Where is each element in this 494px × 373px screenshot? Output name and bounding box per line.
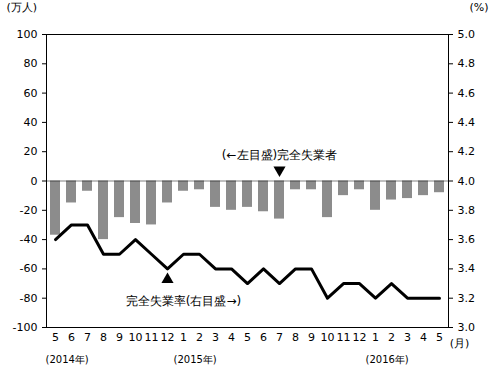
svg-text:完全失業率(右目盛→): 完全失業率(右目盛→) bbox=[126, 294, 241, 308]
svg-text:4: 4 bbox=[228, 331, 235, 344]
svg-text:(月): (月) bbox=[450, 337, 470, 350]
svg-text:3.4: 3.4 bbox=[458, 262, 476, 275]
svg-text:5: 5 bbox=[244, 331, 251, 344]
svg-text:5: 5 bbox=[436, 331, 443, 344]
svg-text:10: 10 bbox=[321, 331, 335, 344]
svg-text:6: 6 bbox=[68, 331, 75, 344]
svg-text:-40: -40 bbox=[20, 233, 38, 246]
svg-text:10: 10 bbox=[129, 331, 143, 344]
svg-text:12: 12 bbox=[353, 331, 367, 344]
svg-text:(万人): (万人) bbox=[7, 1, 38, 14]
svg-text:4.8: 4.8 bbox=[458, 57, 476, 70]
svg-text:12: 12 bbox=[161, 331, 175, 344]
svg-text:(2015年): (2015年) bbox=[174, 354, 217, 365]
svg-text:60: 60 bbox=[24, 87, 38, 100]
svg-text:11: 11 bbox=[145, 331, 159, 344]
svg-text:(←左目盛)完全失業者: (←左目盛)完全失業者 bbox=[222, 148, 337, 162]
svg-text:2: 2 bbox=[388, 331, 395, 344]
svg-text:0: 0 bbox=[31, 175, 38, 188]
svg-text:5: 5 bbox=[52, 331, 59, 344]
svg-text:80: 80 bbox=[24, 57, 38, 70]
svg-text:3.6: 3.6 bbox=[458, 233, 476, 246]
svg-text:5.0: 5.0 bbox=[458, 28, 476, 41]
svg-text:100: 100 bbox=[17, 28, 38, 41]
svg-text:7: 7 bbox=[276, 331, 283, 344]
svg-text:1: 1 bbox=[180, 331, 187, 344]
svg-text:4.2: 4.2 bbox=[458, 145, 476, 158]
svg-text:9: 9 bbox=[116, 331, 123, 344]
svg-text:4.6: 4.6 bbox=[458, 87, 476, 100]
svg-text:-80: -80 bbox=[20, 292, 38, 305]
svg-text:1: 1 bbox=[372, 331, 379, 344]
svg-text:9: 9 bbox=[308, 331, 315, 344]
svg-text:4.4: 4.4 bbox=[458, 116, 476, 129]
svg-text:8: 8 bbox=[100, 331, 107, 344]
svg-text:(2014年): (2014年) bbox=[46, 354, 89, 365]
svg-text:3: 3 bbox=[212, 331, 219, 344]
svg-text:6: 6 bbox=[260, 331, 267, 344]
svg-text:4.0: 4.0 bbox=[458, 175, 476, 188]
svg-text:-20: -20 bbox=[20, 204, 38, 217]
svg-text:4: 4 bbox=[420, 331, 427, 344]
svg-text:8: 8 bbox=[292, 331, 299, 344]
svg-text:(2016年): (2016年) bbox=[366, 354, 409, 365]
svg-text:3: 3 bbox=[404, 331, 411, 344]
svg-text:-60: -60 bbox=[20, 262, 38, 275]
svg-text:40: 40 bbox=[24, 116, 38, 129]
svg-text:11: 11 bbox=[337, 331, 351, 344]
svg-text:20: 20 bbox=[24, 145, 38, 158]
svg-text:-100: -100 bbox=[13, 321, 38, 334]
svg-text:3.8: 3.8 bbox=[458, 204, 476, 217]
svg-text:3.0: 3.0 bbox=[458, 321, 476, 334]
svg-text:3.2: 3.2 bbox=[458, 292, 476, 305]
svg-text:7: 7 bbox=[84, 331, 91, 344]
svg-text:2: 2 bbox=[196, 331, 203, 344]
svg-text:(%): (%) bbox=[469, 1, 488, 14]
